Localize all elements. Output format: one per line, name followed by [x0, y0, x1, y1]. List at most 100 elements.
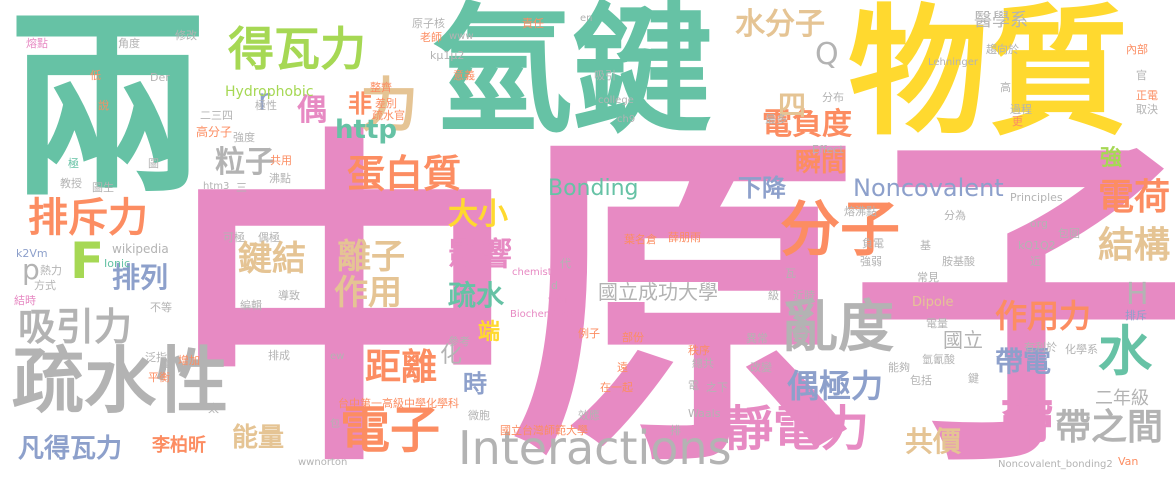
word-er-nian-ji: 二年級 [1095, 388, 1149, 409]
word-di: 低 [90, 69, 101, 82]
word-waals: Waals [688, 407, 721, 420]
word-F: F [70, 232, 105, 290]
word-fen-zi: 分子 [780, 195, 900, 265]
word-lehninger: Lehninger [928, 57, 978, 68]
word-xia-jiang: 下降 [738, 174, 786, 202]
word-can-kao: 參考 [448, 335, 470, 348]
word-shu-shui-qi: 疏水官 [372, 109, 405, 122]
word-bao: 包 [330, 419, 340, 430]
word-jian: 鍵 [968, 372, 979, 385]
word-tu: 圖 [148, 157, 159, 170]
word-zai-yi-qi: 在一起 [600, 381, 633, 394]
word-dian-liang: 電量 [926, 317, 948, 330]
word-r: r [258, 83, 271, 118]
word-xi-yin: 吸引 [594, 69, 616, 82]
word-ji3: 極 [68, 157, 79, 170]
word-gong-jia: 共價 [905, 425, 962, 458]
word-duan: 端 [478, 320, 501, 345]
word-bian-ji: 編輯 [240, 299, 262, 312]
word-fei: 非 [348, 90, 372, 118]
word-luan-du: 亂度 [782, 295, 894, 360]
word-fei-dian: 沸點 [269, 172, 291, 185]
word-dai-zhi-jian: 帶之間 [1055, 407, 1164, 448]
word-de-wa-li: 得瓦力 [228, 22, 366, 76]
word-tu-sheng: 圖生 [92, 181, 114, 194]
word-jin: 近 [1030, 255, 1041, 268]
word-ou-ji: 偶極 [258, 231, 280, 244]
word-li: 力 [360, 71, 419, 139]
word-guan: 官 [1136, 69, 1147, 82]
word-kmu: kμ1μ2 [430, 49, 465, 62]
word-hua-xue-xi: 化學系 [1065, 343, 1098, 356]
word-fang-shi: 方式 [34, 279, 56, 292]
word-dai2: 代 [560, 257, 571, 270]
word-ncku: 國立成功大學 [598, 280, 718, 304]
word-shu-shui-xing: 疏水性 [12, 339, 229, 423]
word-ze-ren: 責任 [522, 17, 544, 30]
word-qiang: 強 [1100, 146, 1123, 171]
word-qiang-du: 強度 [233, 131, 255, 144]
word-fu-dian: 負電 [862, 237, 884, 250]
word-www: www [449, 31, 474, 42]
word-principles: Principles [1010, 191, 1063, 204]
word-wwnorton: wwnorton [298, 457, 348, 468]
word-bao-kuo: 包括 [910, 374, 932, 387]
word-fen-bu: 分布 [822, 91, 844, 104]
word-biochemistry: Biochemistry [510, 309, 576, 320]
word-geng: 更 [1012, 115, 1023, 128]
word-guo-cheng: 過程 [1010, 103, 1032, 116]
word-neng-gou: 能夠 [888, 361, 910, 374]
word-you-li-yu: 有利於 [1024, 341, 1057, 354]
word-fan-zhi: 泛指 [145, 351, 167, 364]
word-yuan: 遠 [617, 361, 628, 374]
word-fen-wei: 分為 [944, 209, 966, 222]
word-dai: 帶 [1000, 390, 1054, 453]
word-jiao-shou: 教授 [60, 177, 82, 190]
word-xiu-gai: 修改 [175, 29, 197, 42]
word-zhi-xu: 秩序 [688, 344, 710, 357]
word-jie-shi: 結時 [14, 294, 36, 307]
word-p: p [22, 253, 40, 286]
word-tai: 太 [208, 402, 219, 415]
word-liang: 兩 [8, 0, 209, 224]
word-xiao-lu: 效應 [578, 409, 600, 422]
word-si: 四 [778, 89, 807, 122]
word-d: d [551, 279, 558, 292]
word-qing-an-suan: 氫氰酸 [922, 353, 955, 366]
word-dian-zi: 電子 [340, 401, 440, 459]
word-en: en [580, 13, 593, 24]
word-qu-jue: 取決 [1136, 103, 1158, 116]
word-ionic: Ionic [104, 257, 131, 270]
word-re-li: 熱力 [40, 264, 62, 277]
word-shui: 水 [1098, 320, 1152, 383]
word-li-zi: 離子 [337, 237, 405, 277]
word-gai-bian: 改變 [750, 361, 772, 374]
word-van: Van [1118, 455, 1139, 468]
word-shuo: 說 [98, 99, 109, 112]
word-taichung: 台中第一高級中學化學科 [338, 397, 459, 410]
word-xue: 學 [160, 359, 171, 372]
word-college: college [598, 95, 634, 106]
word-ch9: ch9 [617, 114, 636, 125]
word-rong-dian: 熔點 [26, 37, 48, 50]
word-hua: 化 [440, 343, 463, 368]
word-dao-zhi: 導致 [278, 289, 300, 302]
word-effect: Effect [812, 143, 844, 156]
word-ou: 偶 [297, 93, 327, 128]
word-fan-de-wa-li: 凡得瓦力 [18, 434, 123, 464]
word-pai-chi: 排斥 [1125, 309, 1147, 322]
word-er-san-si: 二三四 [200, 109, 233, 122]
word-zhong-yuan-zi: 中原子 [170, 101, 1175, 482]
word-org: org [1030, 217, 1049, 230]
word-Q: Q [815, 37, 839, 72]
word-dipole: Dipole [912, 295, 954, 310]
word-ew: ew [330, 351, 345, 362]
word-bu-fen: 部份 [622, 331, 644, 344]
word-ji-xing: 極性 [255, 99, 277, 112]
word-gong-yong: 共用 [270, 154, 292, 167]
word-ye-ming-cang: 葉名倉 [624, 233, 657, 246]
word-cha-bie: 差別 [375, 97, 397, 110]
word-ou-ji-li: 偶極力 [787, 367, 884, 405]
word-zeng-jia: 增加 [178, 354, 200, 367]
